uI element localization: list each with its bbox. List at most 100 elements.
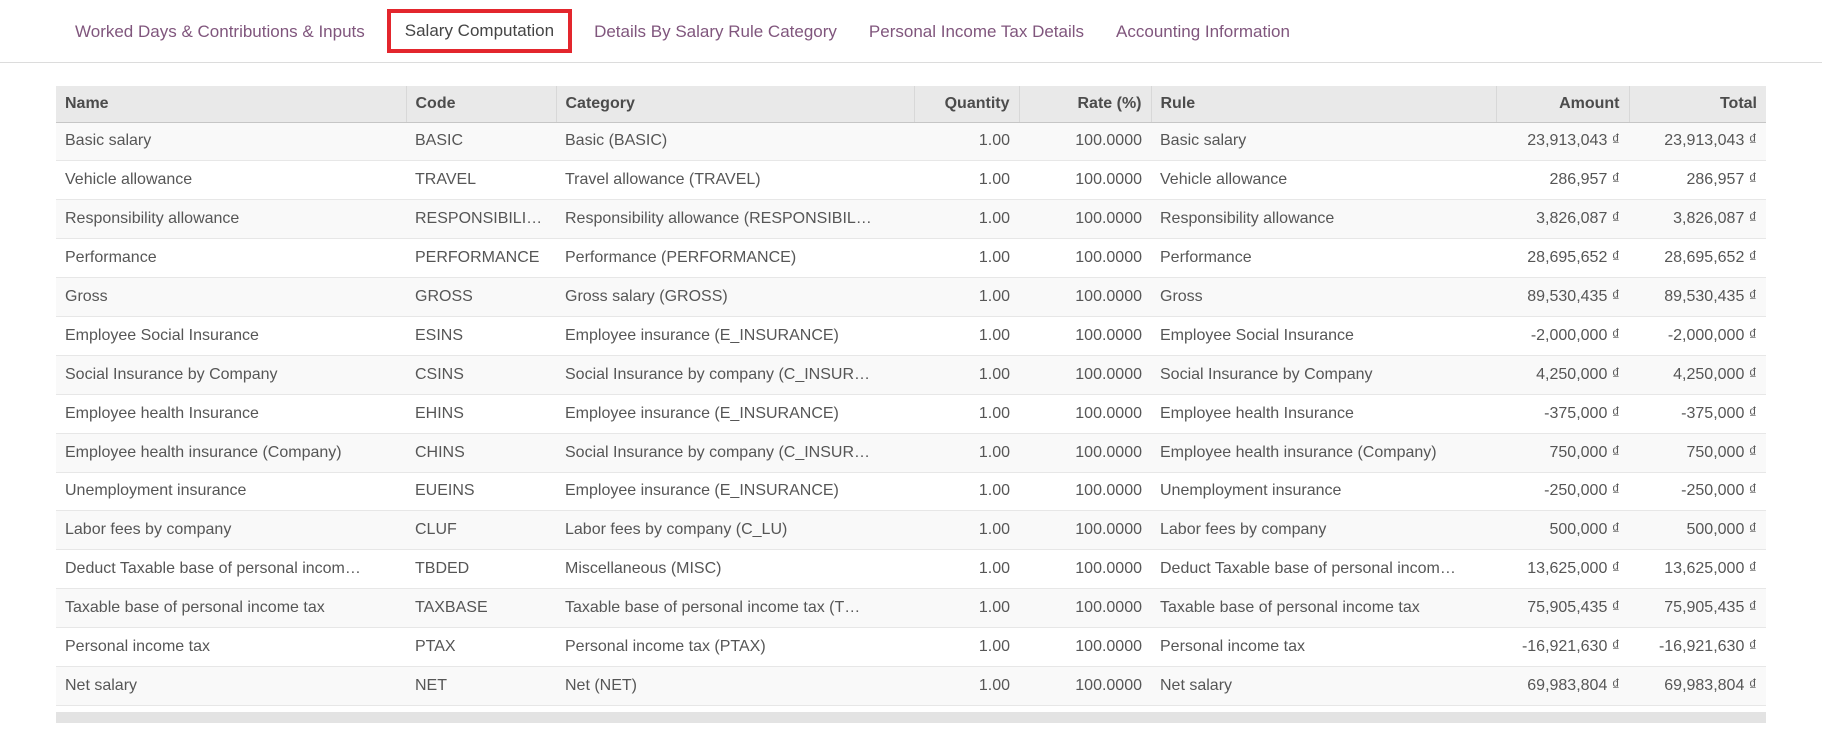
cell-name[interactable]: Net salary — [56, 666, 406, 706]
cell-code[interactable]: CHINS — [406, 433, 556, 473]
cell-code[interactable]: BASIC — [406, 122, 556, 162]
table-row[interactable]: Gross GROSS Gross salary (GROSS) 1.00 100.00… — [56, 277, 1766, 317]
cell-code[interactable]: RESPONSIBILI… — [406, 199, 556, 240]
cell-category[interactable]: Gross salary (GROSS) — [556, 277, 914, 317]
cell-name[interactable]: Responsibility allowance — [56, 199, 406, 240]
cell-code[interactable]: EHINS — [406, 394, 556, 434]
cell-quantity[interactable]: 1.00 — [914, 160, 1019, 201]
cell-total[interactable]: 75,905,435 ₫ — [1629, 588, 1766, 629]
cell-rule[interactable]: Vehicle allowance — [1151, 160, 1496, 201]
tab-worked-days-contributions-inputs[interactable]: Worked Days & Contributions & Inputs — [75, 21, 365, 41]
cell-quantity[interactable]: 1.00 — [914, 588, 1019, 629]
cell-code[interactable]: EUEINS — [406, 472, 556, 512]
cell-total[interactable]: 286,957 ₫ — [1629, 160, 1766, 201]
cell-code[interactable]: TBDED — [406, 549, 556, 590]
cell-category[interactable]: Responsibility allowance (RESPONSIBIL… — [556, 199, 914, 240]
cell-rule[interactable]: Employee health Insurance — [1151, 394, 1496, 434]
tab-accounting-information[interactable]: Accounting Information — [1116, 21, 1290, 41]
cell-amount[interactable]: -250,000 ₫ — [1496, 472, 1629, 512]
column-header-code[interactable]: Code — [406, 86, 557, 123]
cell-quantity[interactable]: 1.00 — [914, 199, 1019, 240]
cell-code[interactable]: CSINS — [406, 355, 556, 395]
cell-rate[interactable]: 100.0000 — [1019, 433, 1151, 473]
column-header-rule[interactable]: Rule — [1151, 86, 1497, 123]
table-row[interactable]: Basic salary BASIC Basic (BASIC) 1.00 100.00… — [56, 122, 1766, 162]
table-row[interactable]: Taxable base of personal income tax TAXBA… — [56, 588, 1766, 629]
cell-rate[interactable]: 100.0000 — [1019, 122, 1151, 162]
cell-rule[interactable]: Gross — [1151, 277, 1496, 317]
cell-category[interactable]: Miscellaneous (MISC) — [556, 549, 914, 590]
tab-details-by-salary-rule-category[interactable]: Details By Salary Rule Category — [594, 21, 837, 41]
cell-rate[interactable]: 100.0000 — [1019, 588, 1151, 629]
tab-salary-computation[interactable]: Salary Computation — [404, 21, 555, 40]
table-row[interactable]: Performance PERFORMANCE Performance (PERFO… — [56, 238, 1766, 279]
table-row[interactable]: Personal income tax PTAX Personal income t… — [56, 627, 1766, 667]
cell-total[interactable]: -250,000 ₫ — [1629, 472, 1766, 512]
cell-total[interactable]: 500,000 ₫ — [1629, 510, 1766, 551]
cell-rule[interactable]: Basic salary — [1151, 122, 1496, 162]
table-row[interactable]: Employee Social Insurance ESINS Employee i… — [56, 316, 1766, 356]
cell-total[interactable]: 28,695,652 ₫ — [1629, 238, 1766, 279]
cell-amount[interactable]: 28,695,652 ₫ — [1496, 238, 1629, 279]
cell-name[interactable]: Performance — [56, 238, 406, 279]
column-header-category[interactable]: Category — [556, 86, 915, 123]
cell-total[interactable]: 4,250,000 ₫ — [1629, 355, 1766, 395]
table-row[interactable]: Unemployment insurance EUEINS Employee ins… — [56, 472, 1766, 512]
cell-name[interactable]: Employee health insurance (Company) — [56, 433, 406, 473]
cell-category[interactable]: Social Insurance by company (C_INSUR… — [556, 355, 914, 395]
cell-category[interactable]: Employee insurance (E_INSURANCE) — [556, 394, 914, 434]
cell-name[interactable]: Employee health Insurance — [56, 394, 406, 434]
cell-name[interactable]: Vehicle allowance — [56, 160, 406, 201]
cell-amount[interactable]: 89,530,435 ₫ — [1496, 277, 1629, 317]
column-header-amount[interactable]: Amount — [1496, 86, 1630, 123]
table-row[interactable]: Net salary NET Net (NET) 1.00 100.0000 Net sa… — [56, 666, 1766, 706]
cell-rate[interactable]: 100.0000 — [1019, 472, 1151, 512]
cell-total[interactable]: 23,913,043 ₫ — [1629, 122, 1766, 162]
cell-quantity[interactable]: 1.00 — [914, 433, 1019, 473]
cell-rate[interactable]: 100.0000 — [1019, 355, 1151, 395]
cell-name[interactable]: Social Insurance by Company — [56, 355, 406, 395]
cell-category[interactable]: Personal income tax (PTAX) — [556, 627, 914, 667]
cell-amount[interactable]: -2,000,000 ₫ — [1496, 316, 1629, 356]
cell-amount[interactable]: 750,000 ₫ — [1496, 433, 1629, 473]
cell-quantity[interactable]: 1.00 — [914, 316, 1019, 356]
cell-category[interactable]: Travel allowance (TRAVEL) — [556, 160, 914, 201]
column-header-name[interactable]: Name — [56, 86, 407, 123]
table-row[interactable]: Social Insurance by Company CSINS Social I… — [56, 355, 1766, 395]
cell-category[interactable]: Labor fees by company (C_LU) — [556, 510, 914, 551]
cell-rate[interactable]: 100.0000 — [1019, 510, 1151, 551]
cell-code[interactable]: TRAVEL — [406, 160, 556, 201]
cell-rate[interactable]: 100.0000 — [1019, 394, 1151, 434]
cell-quantity[interactable]: 1.00 — [914, 122, 1019, 162]
table-row[interactable]: Employee health insurance (Company) CHINS… — [56, 433, 1766, 473]
cell-name[interactable]: Gross — [56, 277, 406, 317]
cell-name[interactable]: Labor fees by company — [56, 510, 406, 551]
cell-quantity[interactable]: 1.00 — [914, 510, 1019, 551]
cell-rule[interactable]: Social Insurance by Company — [1151, 355, 1496, 395]
cell-quantity[interactable]: 1.00 — [914, 277, 1019, 317]
cell-code[interactable]: ESINS — [406, 316, 556, 356]
cell-category[interactable]: Employee insurance (E_INSURANCE) — [556, 472, 914, 512]
cell-code[interactable]: PERFORMANCE — [406, 238, 556, 279]
cell-rate[interactable]: 100.0000 — [1019, 277, 1151, 317]
column-header-total[interactable]: Total — [1629, 86, 1766, 123]
cell-code[interactable]: GROSS — [406, 277, 556, 317]
cell-quantity[interactable]: 1.00 — [914, 666, 1019, 706]
cell-rule[interactable]: Personal income tax — [1151, 627, 1496, 667]
cell-rate[interactable]: 100.0000 — [1019, 666, 1151, 706]
cell-total[interactable]: 3,826,087 ₫ — [1629, 199, 1766, 240]
cell-rate[interactable]: 100.0000 — [1019, 199, 1151, 240]
cell-total[interactable]: 89,530,435 ₫ — [1629, 277, 1766, 317]
cell-quantity[interactable]: 1.00 — [914, 549, 1019, 590]
cell-quantity[interactable]: 1.00 — [914, 627, 1019, 667]
table-row[interactable]: Labor fees by company CLUF Labor fees by c… — [56, 510, 1766, 551]
cell-code[interactable]: PTAX — [406, 627, 556, 667]
cell-rule[interactable]: Responsibility allowance — [1151, 199, 1496, 240]
cell-rate[interactable]: 100.0000 — [1019, 160, 1151, 201]
cell-category[interactable]: Basic (BASIC) — [556, 122, 914, 162]
cell-total[interactable]: 750,000 ₫ — [1629, 433, 1766, 473]
cell-rule[interactable]: Labor fees by company — [1151, 510, 1496, 551]
cell-total[interactable]: -2,000,000 ₫ — [1629, 316, 1766, 356]
cell-total[interactable]: 13,625,000 ₫ — [1629, 549, 1766, 590]
column-header-rate[interactable]: Rate (%) — [1019, 86, 1152, 123]
